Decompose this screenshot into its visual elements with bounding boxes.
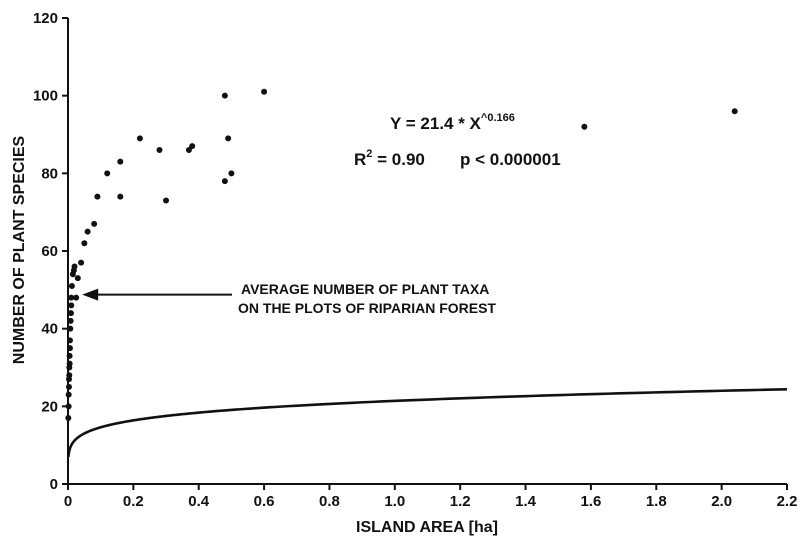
data-point — [67, 310, 74, 317]
data-point — [66, 352, 73, 359]
data-point — [68, 282, 75, 289]
axis-ticks — [62, 17, 788, 490]
data-point — [117, 193, 124, 200]
fit-equation-exponent: ^0.166 — [481, 112, 515, 124]
x-tick-label: 1.4 — [515, 493, 537, 510]
x-tick-label: 0.2 — [123, 493, 144, 510]
data-point — [81, 240, 88, 247]
data-point — [78, 259, 85, 266]
r-squared-value: = 0.90 — [372, 150, 424, 169]
x-tick-label: 1.8 — [646, 493, 667, 510]
x-tick-label: 0.8 — [319, 493, 340, 510]
fit-equation-base: Y = 21.4 * X — [390, 114, 482, 133]
data-point — [731, 108, 738, 115]
fit-p-value: p < 0.000001 — [460, 150, 561, 169]
data-point — [73, 294, 80, 301]
data-point — [68, 302, 75, 309]
annotation-line-2: ON THE PLOTS OF RIPARIAN FOREST — [238, 300, 496, 316]
data-point — [163, 197, 170, 204]
data-point — [189, 143, 196, 150]
x-tick-label: 2.2 — [777, 493, 798, 510]
data-points — [65, 88, 738, 421]
fit-curve — [67, 387, 788, 458]
data-point — [228, 170, 235, 177]
y-tick-label: 40 — [41, 321, 58, 338]
r-squared-exponent: 2 — [366, 148, 372, 160]
data-point — [156, 147, 163, 154]
data-point — [261, 88, 268, 95]
data-point — [104, 170, 111, 177]
data-point — [91, 220, 98, 227]
data-point — [71, 263, 78, 270]
data-point — [117, 158, 124, 165]
r-squared-letter: R — [354, 150, 366, 169]
x-tick-label: 0.6 — [254, 493, 275, 510]
y-tick-label: 0 — [50, 476, 58, 493]
data-point — [68, 294, 75, 301]
y-tick-label: 20 — [41, 398, 58, 415]
data-point — [66, 360, 73, 367]
data-point — [74, 275, 81, 282]
annotation-line-1: AVERAGE NUMBER OF PLANT TAXA — [241, 281, 489, 297]
x-tick-label: 1.2 — [450, 493, 471, 510]
data-point — [221, 178, 228, 185]
data-point — [65, 391, 72, 398]
y-tick-label: 80 — [41, 165, 58, 182]
data-point — [221, 92, 228, 99]
y-tick-label: 120 — [33, 10, 58, 27]
data-point — [67, 325, 74, 332]
data-point — [581, 123, 588, 130]
data-point — [67, 317, 74, 324]
x-tick-label: 0.4 — [188, 493, 210, 510]
x-tick-label: 2.0 — [711, 493, 732, 510]
data-point — [65, 414, 72, 421]
x-axis-title: ISLAND AREA [ha] — [356, 519, 498, 536]
fit-equation: Y = 21.4 * X^0.166 — [390, 112, 515, 133]
data-point — [136, 135, 143, 142]
data-point — [65, 383, 72, 390]
data-point — [84, 228, 91, 235]
x-tick-label: 1.6 — [580, 493, 601, 510]
x-tick-label: 1.0 — [384, 493, 405, 510]
data-point — [225, 135, 232, 142]
y-tick-label: 60 — [41, 243, 58, 260]
data-point — [94, 193, 101, 200]
fit-r-squared: R2 = 0.90 — [354, 148, 425, 169]
data-point — [65, 403, 72, 410]
x-tick-label: 0 — [64, 493, 72, 510]
data-point — [66, 337, 73, 344]
annotation-arrow-head — [82, 288, 99, 301]
tick-labels: 0 0.2 0.4 0.6 0.8 1.0 1.2 1.4 1.6 1.8 2.0 2.2 0 20 40 6… — [33, 10, 797, 510]
y-tick-label: 100 — [33, 88, 58, 105]
data-point — [66, 345, 73, 352]
data-point — [66, 372, 73, 379]
y-axis-title: NUMBER OF PLANT SPECIES — [11, 135, 28, 364]
